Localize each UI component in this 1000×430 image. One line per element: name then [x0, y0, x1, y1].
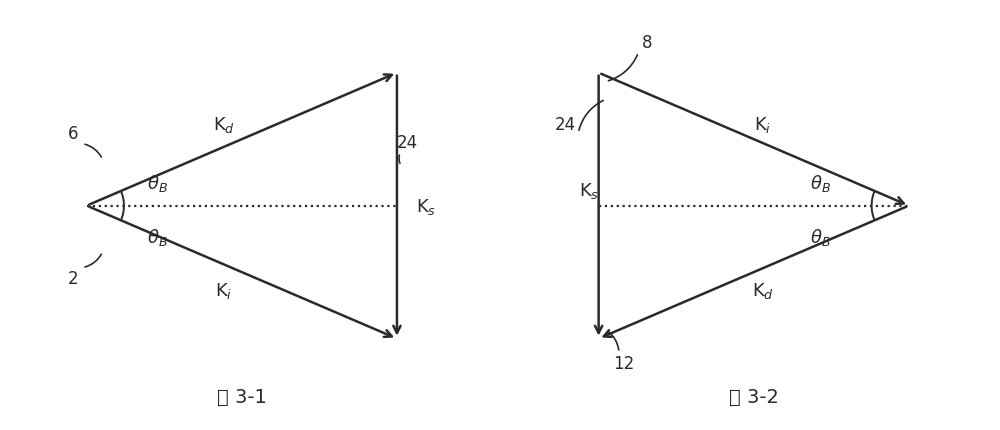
Text: K$_i$: K$_i$: [215, 280, 233, 300]
Text: K$_i$: K$_i$: [754, 115, 771, 135]
Text: 24: 24: [554, 116, 576, 134]
Text: K$_d$: K$_d$: [752, 280, 774, 300]
Text: 2: 2: [68, 270, 79, 288]
Text: 图 3-1: 图 3-1: [217, 387, 267, 406]
Text: K$_d$: K$_d$: [213, 115, 235, 135]
Text: K$_s$: K$_s$: [579, 180, 599, 200]
Text: 8: 8: [642, 34, 653, 52]
Text: $\theta_B$: $\theta_B$: [147, 173, 168, 194]
Text: $\theta_B$: $\theta_B$: [147, 227, 168, 248]
Text: K$_s$: K$_s$: [416, 196, 437, 216]
Text: $\theta_B$: $\theta_B$: [810, 227, 831, 248]
Text: $\theta_B$: $\theta_B$: [810, 173, 831, 194]
Text: 24: 24: [397, 133, 418, 151]
Text: 6: 6: [68, 125, 79, 143]
Text: 12: 12: [613, 355, 634, 372]
Text: 图 3-2: 图 3-2: [729, 387, 779, 406]
